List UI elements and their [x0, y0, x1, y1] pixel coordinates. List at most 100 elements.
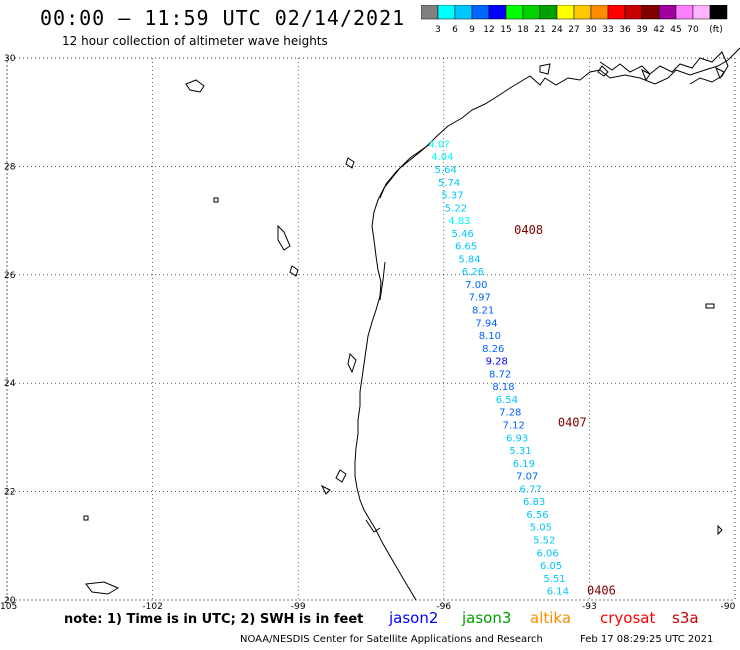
wave-height-value: 5.74	[438, 178, 460, 189]
colorbar-tick-label: 45	[670, 25, 681, 35]
map-grid	[6, 57, 736, 601]
wave-height-value: 8.26	[482, 344, 504, 355]
colorbar-tick-label: 21	[534, 25, 545, 35]
credit-text: NOAA/NESDIS Center for Satellite Applica…	[240, 634, 543, 645]
legend-altika: altika	[530, 609, 572, 627]
wave-height-value: 6.65	[455, 242, 477, 253]
longitude-tick-label: -99	[291, 602, 306, 612]
page-title: 00:00 – 11:59 UTC 02/14/2021	[40, 6, 406, 30]
colorbar-tick-label: 42	[653, 25, 664, 35]
latitude-tick-label: 24	[4, 379, 16, 389]
pass-number-label: 0406	[587, 584, 616, 598]
pass-labels: 0408 0407 0406	[514, 223, 616, 597]
lake-feature	[345, 157, 355, 169]
lake-feature	[539, 63, 551, 75]
wave-height-value: 7.28	[499, 408, 521, 419]
longitude-tick-label: -105	[0, 602, 17, 612]
axis-ticks: -105 -102 -99 -96 -93 -90 30 28 26 24 22 20	[0, 54, 736, 612]
lake-feature	[277, 224, 291, 251]
latitude-tick-label: 22	[4, 488, 15, 498]
wave-height-value: 5.84	[458, 254, 480, 265]
units-note: note: 1) Time is in UTC; 2) SWH is in fe…	[64, 612, 364, 627]
lake-feature	[597, 65, 725, 82]
lake-feature	[717, 524, 723, 536]
wave-height-value: 5.51	[543, 574, 565, 585]
colorbar-unit: (ft)	[709, 25, 723, 35]
wave-height-value: 4.83	[448, 216, 470, 227]
lake-feature	[320, 469, 347, 495]
wave-height-value: 6.19	[513, 459, 535, 470]
wave-height-value: 6.14	[547, 587, 569, 598]
wave-height-value: 7.94	[475, 318, 497, 329]
wave-height-value: 6.83	[523, 497, 545, 508]
wave-height-value: 9.28	[486, 357, 508, 368]
wave-height-value: 6.26	[462, 267, 484, 278]
altimeter-track: 4.0? 4.04 5.64 5.74 5.375.22 4.83 5.46 6.655.84…	[428, 139, 569, 597]
pass-number-label: 0408	[514, 223, 543, 237]
legend-jason2: jason2	[389, 609, 439, 627]
colorbar-tick-label: 3	[435, 25, 441, 35]
wave-height-value: 4.0?	[428, 139, 449, 150]
wave-height-value: 6.54	[496, 395, 518, 406]
wave-height-value: 8.18	[492, 382, 514, 393]
wave-height-value: 5.64	[435, 165, 457, 176]
wave-height-value: 8.21	[472, 306, 494, 317]
wave-height-value: 6.06	[537, 548, 559, 559]
wave-height-value: 6.05	[540, 561, 562, 572]
wave-height-value: 6.93	[506, 433, 528, 444]
wave-height-value: 5.31	[509, 446, 531, 457]
lake-feature	[213, 197, 219, 203]
colorbar-tick-label: 36	[619, 25, 631, 35]
wave-height-value: 4.04	[431, 152, 453, 163]
map-frame	[6, 57, 736, 601]
wave-height-value: 5.46	[452, 229, 474, 240]
colorbar-tick-label: 12	[483, 25, 494, 35]
colorbar-tick-label: 15	[500, 25, 511, 35]
longitude-tick-label: -102	[142, 602, 162, 612]
wave-height-value: 7.00	[465, 280, 487, 291]
legend-jason3: jason3	[462, 609, 512, 627]
lake-feature	[289, 265, 299, 277]
wave-height-value: 7.97	[469, 293, 491, 304]
colorbar-tick-label: 39	[636, 25, 648, 35]
wave-height-value: 5.37	[441, 191, 463, 202]
wave-height-value: 5.05	[530, 523, 552, 534]
latitude-tick-label: 30	[4, 54, 16, 64]
legend-cryosat: cryosat	[600, 609, 656, 627]
coastline	[83, 47, 740, 601]
wave-height-value: 8.10	[479, 331, 501, 342]
wave-height-value: 7.07	[516, 472, 538, 483]
longitude-tick-label: -90	[721, 602, 736, 612]
wave-height-value: 5.52	[533, 535, 555, 546]
lake-feature	[85, 581, 120, 595]
wave-height-value: 6.77	[520, 484, 542, 495]
wave-height-colorbar: 3 6 9 12 15 18 21 24 27 30 33 36 39 42 45 70 (ft)	[421, 5, 728, 35]
colorbar-tick-label: 33	[602, 25, 613, 35]
longitude-tick-label: -96	[436, 602, 451, 612]
lake-feature	[83, 515, 89, 521]
lake-feature	[185, 79, 205, 93]
colorbar-tick-label: 27	[568, 25, 579, 35]
colorbar-tick-label: 70	[687, 25, 699, 35]
colorbar-swatch	[709, 5, 728, 20]
colorbar-tick-label: 9	[469, 25, 475, 35]
latitude-tick-label: 20	[4, 596, 16, 606]
page-subtitle: 12 hour collection of altimeter wave hei…	[62, 34, 328, 48]
lake-feature	[347, 352, 357, 374]
wave-height-value: 7.12	[503, 420, 525, 431]
legend-s3a: s3a	[672, 609, 699, 627]
barrier-islands	[365, 143, 431, 533]
pass-number-label: 0407	[558, 416, 587, 430]
lake-feature	[705, 303, 715, 309]
longitude-tick-label: -93	[582, 602, 597, 612]
wave-height-value: 5.22	[445, 203, 467, 214]
colorbar-tick-label: 18	[517, 25, 529, 35]
wave-height-value: 8.72	[489, 369, 511, 380]
latitude-tick-label: 28	[4, 162, 16, 172]
latitude-tick-label: 26	[4, 271, 16, 281]
louisiana-delta	[599, 51, 729, 85]
generation-timestamp: Feb 17 08:29:25 UTC 2021	[580, 634, 714, 645]
colorbar-tick-label: 30	[585, 25, 597, 35]
colorbar-tick-label: 6	[452, 25, 458, 35]
